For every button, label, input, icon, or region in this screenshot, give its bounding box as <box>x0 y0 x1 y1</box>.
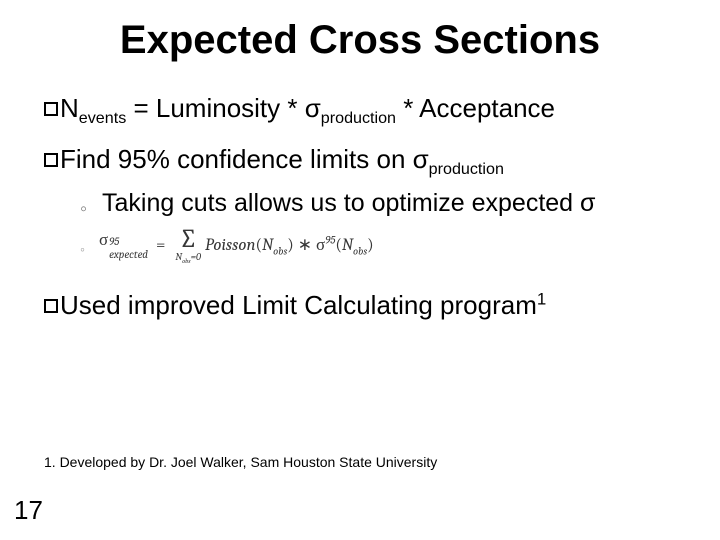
b1-sub-production: production <box>321 109 396 127</box>
eq-sigma-lhs: σ <box>99 231 108 250</box>
equation: σ95 expected = ∑ Nobs=0 Poisson(Nobs) ∗ σ… <box>99 228 374 263</box>
b3-text-pre: Used improved Limit Calculating program <box>60 290 537 320</box>
page-number: 17 <box>14 495 43 526</box>
b3-sup: 1 <box>537 289 546 308</box>
bullet-3: Used improved Limit Calculating program1 <box>44 289 690 322</box>
eq-sum-lower: Nobs=0 <box>175 251 201 263</box>
eq-poisson: Poisson(Nobs) <box>205 236 294 255</box>
eq-equals: = <box>156 236 165 255</box>
footnote: 1. Developed by Dr. Joel Walker, Sam Hou… <box>44 454 437 470</box>
b2-sub-production: production <box>429 160 504 178</box>
b1-text-mid: = Luminosity * σ <box>126 93 321 123</box>
b1-text-post: * Acceptance <box>396 93 555 123</box>
eq-sum: ∑ Nobs=0 <box>175 228 201 263</box>
slide: Expected Cross Sections Nevents = Lumino… <box>0 0 720 540</box>
bullet-1: Nevents = Luminosity * σproduction * Acc… <box>44 92 690 125</box>
eq-star: ∗ <box>298 235 312 255</box>
square-bullet-icon <box>44 299 58 313</box>
eq-lhs-sub: expected <box>109 249 148 260</box>
square-bullet-icon <box>44 102 58 116</box>
small-dot-bullet-icon: ◦ <box>80 242 85 256</box>
sub-bullet-1: ◦ Taking cuts allows us to optimize expec… <box>80 189 690 218</box>
eq-lhs-sup: 95 <box>109 236 148 247</box>
sub1-text: Taking cuts allows us to optimize expect… <box>102 189 595 217</box>
b1-text-pre: N <box>60 93 79 123</box>
slide-body: Nevents = Luminosity * σproduction * Acc… <box>44 92 690 322</box>
eq-rhs: σ95(Nobs) <box>316 235 374 255</box>
square-bullet-icon <box>44 153 58 167</box>
dot-bullet-icon: ◦ <box>80 199 92 219</box>
b2-text-pre: Find 95% confidence limits on σ <box>60 144 429 174</box>
b1-sub-events: events <box>79 109 126 127</box>
sigma-sum-icon: ∑ <box>179 228 197 251</box>
slide-title: Expected Cross Sections <box>0 18 720 63</box>
sub-bullet-2: ◦ σ95 expected = ∑ Nobs=0 Poisson(Nobs) ∗… <box>80 228 690 263</box>
bullet-2: Find 95% confidence limits on σproductio… <box>44 143 690 176</box>
